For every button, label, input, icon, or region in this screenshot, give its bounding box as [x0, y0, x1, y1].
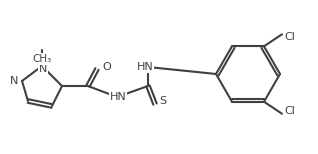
- Text: HN: HN: [137, 62, 153, 72]
- Text: O: O: [102, 62, 111, 72]
- Text: HN: HN: [110, 92, 126, 102]
- Text: N: N: [10, 76, 18, 86]
- Text: N: N: [39, 64, 47, 74]
- Text: CH₃: CH₃: [32, 54, 52, 64]
- Text: Cl: Cl: [284, 106, 295, 116]
- Text: S: S: [159, 96, 166, 106]
- Text: Cl: Cl: [284, 32, 295, 42]
